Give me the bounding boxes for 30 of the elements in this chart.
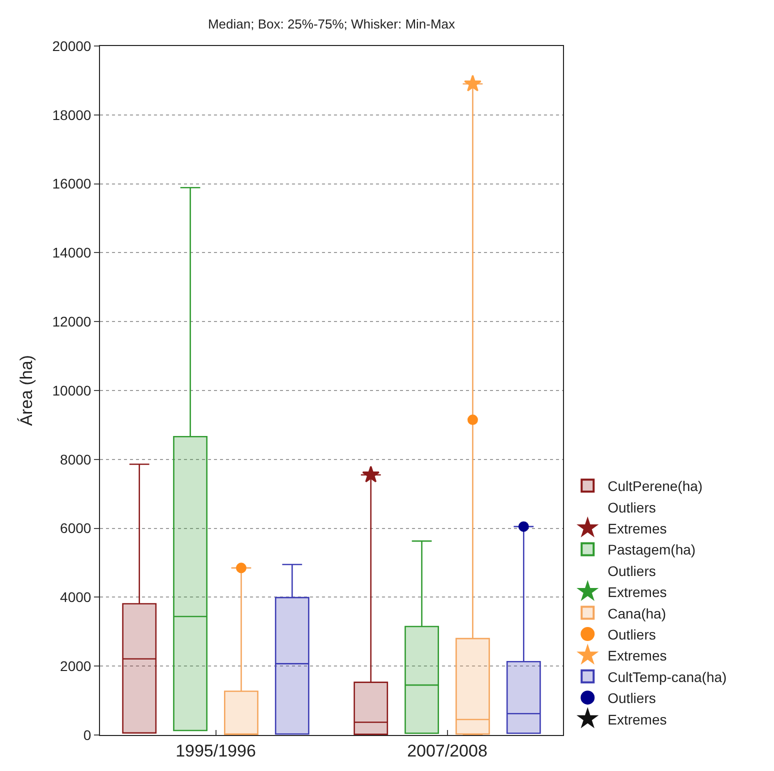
point [464,74,482,92]
y-tick-label: 12000 [52,314,92,330]
y-tick-label: 20000 [52,38,92,54]
point [467,414,478,426]
legend-label: Extremes [608,520,667,536]
legend-label: Extremes [608,584,667,600]
y-tick-label: 16000 [52,176,92,192]
point [236,562,246,574]
legend-label: Outliers [608,690,656,706]
x-tick-label: 2007/2008 [407,741,488,760]
y-tick-label: 14000 [52,244,92,261]
y-axis-title: Área (ha) [16,355,36,426]
legend-label: Pastagem(ha) [608,542,696,558]
legend-label: CultTemp-cana(ha) [608,668,727,685]
chart-title: Median; Box: 25%-75%; Whisker: Min-Max [208,16,456,32]
legend-label: Cana(ha) [608,605,666,622]
y-tick-label: 10000 [52,382,92,398]
text: Outliers [608,499,656,516]
y-tick-label: 4000 [60,589,92,606]
legend-label: Outliers [608,626,656,642]
y-tick-label: 6000 [60,520,92,536]
text: Outliers [608,562,656,579]
x-tick-label: 1995/1996 [176,741,256,760]
legend-label: Extremes [608,648,667,664]
y-tick-label: 18000 [52,106,92,123]
legend-label: Extremes [608,711,667,728]
y-tick-label: 2000 [60,658,92,674]
legend-label: CultPerene(ha) [608,478,703,494]
y-tick-label: 8000 [60,451,92,468]
y-tick-label: 0 [83,726,92,743]
